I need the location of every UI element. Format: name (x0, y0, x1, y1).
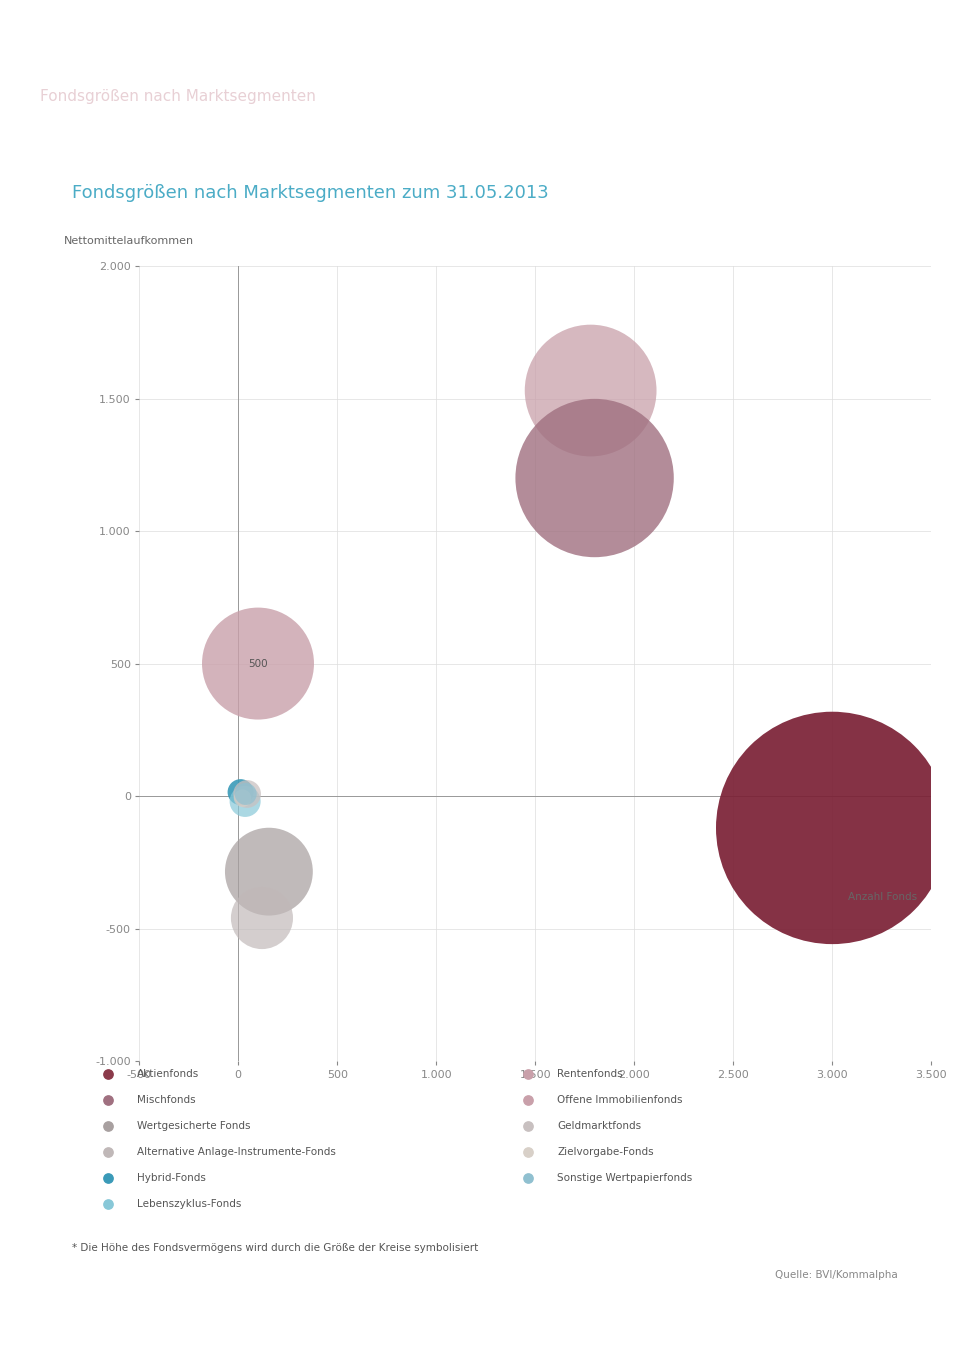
Text: Lebenszyklus-Fonds: Lebenszyklus-Fonds (137, 1200, 242, 1209)
Point (587, 467, 602, 489)
Point (100, 1064, 115, 1086)
Point (100, 1193, 115, 1215)
Text: Quelle: BVI/Kommalpha: Quelle: BVI/Kommalpha (775, 1270, 898, 1281)
Point (100, 1167, 115, 1189)
Point (100, 1115, 115, 1137)
Point (100, 1141, 115, 1163)
Text: Aktienfonds: Aktienfonds (137, 1069, 200, 1079)
Text: Rentenfonds: Rentenfonds (558, 1069, 623, 1079)
Text: Wertgesicherte Fonds: Wertgesicherte Fonds (137, 1121, 251, 1132)
Text: Fondsgrößen nach Marktsegmenten: Fondsgrößen nach Marktsegmenten (40, 90, 316, 104)
Point (238, 783, 253, 805)
Point (239, 783, 254, 805)
Text: Nettomittelaufkommen: Nettomittelaufkommen (64, 236, 194, 246)
Point (825, 817, 840, 839)
Point (237, 791, 252, 813)
Text: Anzahl Fonds: Anzahl Fonds (848, 892, 917, 902)
Text: Alternative Anlage-Instrumente-Fonds: Alternative Anlage-Instrumente-Fonds (137, 1147, 336, 1158)
Text: Fondsgrößen nach Marktsegmenten zum 31.05.2013: Fondsgrößen nach Marktsegmenten zum 31.0… (72, 185, 549, 202)
Text: Publikumsfonds: Publikumsfonds (40, 27, 258, 56)
Point (520, 1167, 536, 1189)
Point (254, 908, 270, 930)
Point (235, 787, 251, 809)
Point (251, 653, 266, 674)
Point (520, 1141, 536, 1163)
Text: Hybrid-Fonds: Hybrid-Fonds (137, 1174, 206, 1183)
Point (583, 380, 598, 402)
Point (233, 782, 249, 803)
Text: Zielvorgabe-Fonds: Zielvorgabe-Fonds (558, 1147, 654, 1158)
Text: © Kommalpha 2013 | Fondsmarkt Juli: © Kommalpha 2013 | Fondsmarkt Juli (40, 1318, 276, 1331)
Text: Mischfonds: Mischfonds (137, 1095, 196, 1105)
Text: Seite 10: Seite 10 (868, 1318, 920, 1331)
Text: Offene Immobilienfonds: Offene Immobilienfonds (558, 1095, 683, 1105)
Text: Geldmarktfonds: Geldmarktfonds (558, 1121, 641, 1132)
Point (261, 860, 276, 882)
Text: * Die Höhe des Fondsvermögens wird durch die Größe der Kreise symbolisiert: * Die Höhe des Fondsvermögens wird durch… (72, 1243, 478, 1253)
Point (520, 1064, 536, 1086)
Point (520, 1090, 536, 1111)
Point (100, 1090, 115, 1111)
Text: Sonstige Wertpapierfonds: Sonstige Wertpapierfonds (558, 1174, 693, 1183)
Text: 500: 500 (249, 658, 268, 669)
Point (520, 1115, 536, 1137)
